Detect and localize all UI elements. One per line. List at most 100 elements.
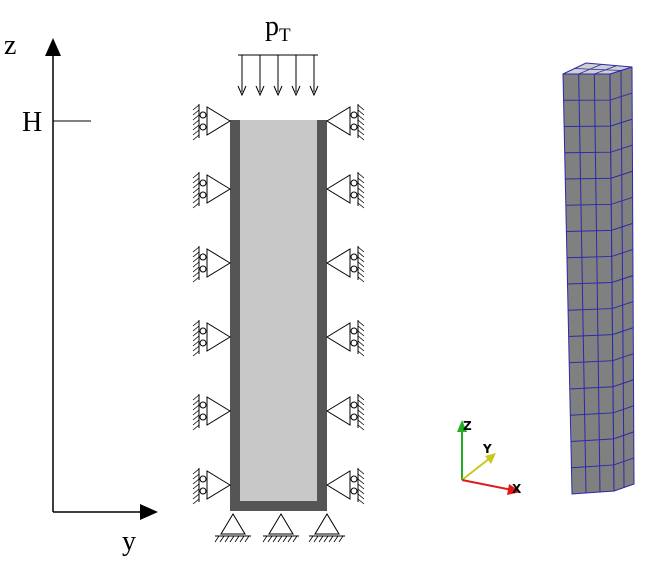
ground-hatch	[357, 325, 365, 332]
roller-support	[326, 104, 365, 141]
y-axis-label: y	[122, 526, 136, 557]
roller-support	[192, 320, 231, 357]
mesh-top-line	[574, 68, 622, 71]
support-triangle	[206, 396, 231, 426]
ground-hatch	[192, 414, 200, 421]
roller-wheel	[199, 413, 207, 421]
roller-wheel	[350, 401, 358, 409]
ground-hatch	[292, 535, 298, 543]
ground-hatch	[357, 350, 365, 357]
support-triangle	[268, 513, 294, 535]
ground-hatch	[192, 350, 200, 357]
load-arrow-head	[273, 85, 283, 97]
ground-hatch	[357, 276, 365, 283]
ground-hatch	[192, 335, 200, 342]
support-triangle	[326, 106, 351, 136]
ground-hatch	[262, 535, 268, 543]
roller-wheel	[199, 253, 207, 261]
ground-hatch	[357, 119, 365, 126]
z-axis-label: z	[4, 30, 16, 61]
ground-hatch	[192, 109, 200, 116]
pin-support	[308, 513, 345, 543]
ground-hatch	[357, 172, 365, 179]
ground-hatch	[192, 394, 200, 401]
z-axis-arrowhead	[45, 38, 61, 56]
ground-hatch	[338, 535, 344, 543]
ground-hatch	[277, 535, 283, 543]
ground-hatch	[192, 129, 200, 136]
load-arrow-head	[237, 85, 247, 97]
ground-hatch	[313, 535, 319, 543]
ground-hatch	[192, 261, 200, 268]
ground-hatch	[192, 424, 200, 431]
ground-hatch	[192, 409, 200, 416]
support-triangle	[314, 513, 340, 535]
ground-hatch	[357, 340, 365, 347]
roller-support	[192, 172, 231, 209]
roller-wheel	[199, 475, 207, 483]
ground-hatch	[357, 187, 365, 194]
roller-wheel	[199, 123, 207, 131]
support-triangle	[206, 470, 231, 500]
ground-hatch	[357, 104, 365, 111]
ground-hatch	[192, 271, 200, 278]
mesh-col-line	[620, 70, 625, 488]
roller-wheel	[350, 487, 358, 495]
ground-hatch	[192, 182, 200, 189]
roller-support	[192, 394, 231, 431]
ground-hatch	[192, 340, 200, 347]
ground-hatch	[357, 414, 365, 421]
roller-support	[326, 394, 365, 431]
roller-support	[326, 320, 365, 357]
ground-hatch	[357, 335, 365, 342]
ground-hatch	[219, 535, 225, 543]
ground-hatch	[357, 399, 365, 406]
support-triangle	[326, 174, 351, 204]
ground-hatch	[192, 202, 200, 209]
ground-hatch	[357, 320, 365, 327]
ground-hatch	[357, 124, 365, 131]
column-core	[240, 120, 317, 501]
ground-hatch	[357, 409, 365, 416]
ground-hatch	[192, 498, 200, 505]
ground-hatch	[229, 535, 235, 543]
ground-hatch	[318, 535, 324, 543]
ground-hatch	[357, 129, 365, 136]
ground-hatch	[192, 246, 200, 253]
ground-hatch	[192, 404, 200, 411]
ground-hatch	[357, 468, 365, 475]
ground-hatch	[328, 535, 334, 543]
ground-hatch	[357, 493, 365, 500]
ground-hatch	[357, 483, 365, 490]
ground-hatch	[192, 399, 200, 406]
ground-hatch	[192, 493, 200, 500]
ground-hatch	[357, 473, 365, 480]
support-triangle	[220, 513, 246, 535]
roller-wheel	[199, 327, 207, 335]
roller-wheel	[199, 191, 207, 199]
ground-hatch	[224, 535, 230, 543]
ground-hatch	[192, 192, 200, 199]
triad-x-arrowhead	[507, 484, 521, 495]
ground-hatch	[357, 404, 365, 411]
triad-x-line	[461, 479, 513, 491]
roller-wheel	[350, 327, 358, 335]
ground-hatch	[357, 114, 365, 121]
load-arrows	[237, 55, 319, 97]
ground-hatch	[357, 109, 365, 116]
roller-wheel	[350, 253, 358, 261]
ground-hatch	[357, 271, 365, 278]
support-triangle	[206, 106, 231, 136]
ground-hatch	[214, 535, 220, 543]
roller-support	[192, 468, 231, 505]
ground-hatch	[272, 535, 278, 543]
roller-wheel	[350, 123, 358, 131]
roller-wheel	[350, 265, 358, 273]
ground-hatch	[192, 187, 200, 194]
ground-hatch	[192, 197, 200, 204]
ground-hatch	[357, 202, 365, 209]
roller-wheel	[199, 339, 207, 347]
ground-hatch	[192, 119, 200, 126]
mesh-col-line	[578, 73, 587, 494]
